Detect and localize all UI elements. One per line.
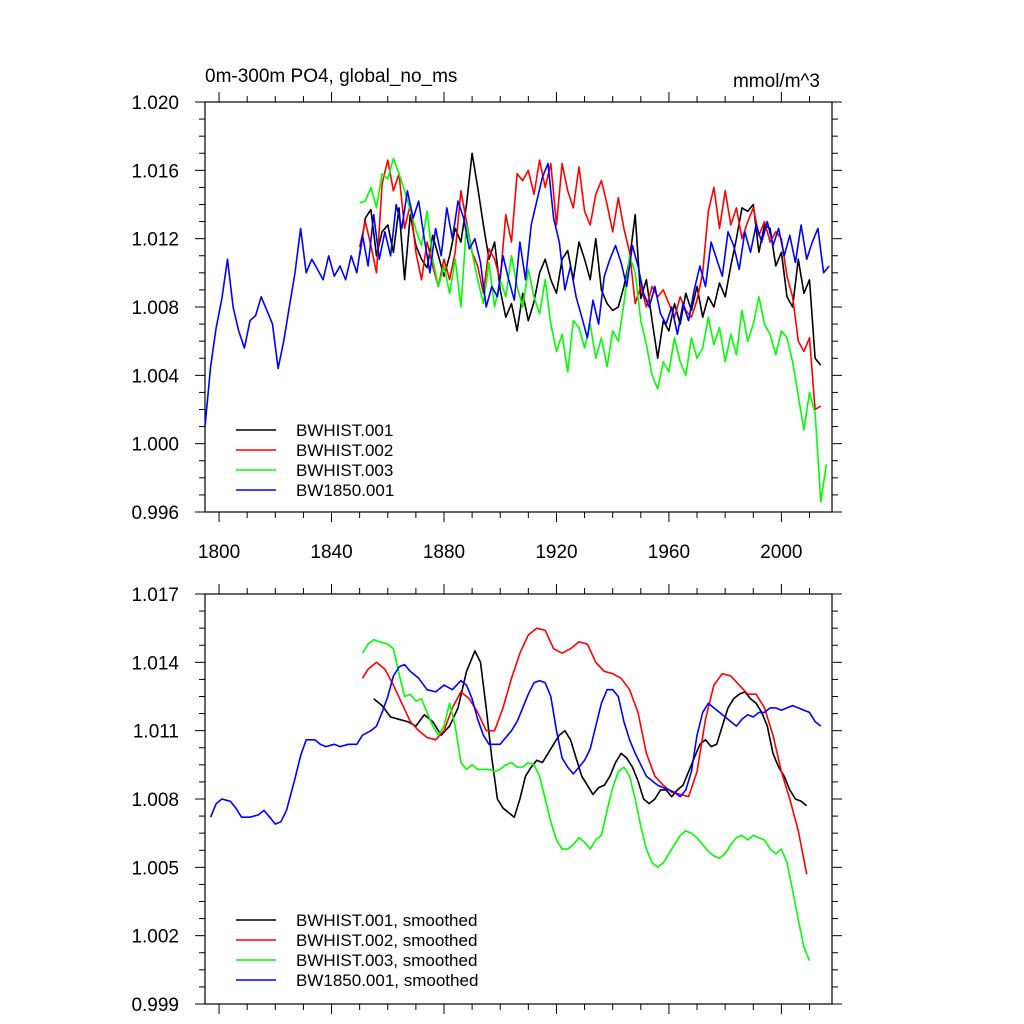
- top-series-lines: [204, 152, 830, 503]
- y-tick-label: 1.016: [131, 161, 179, 182]
- legend-label: BW1850.001, smoothed: [296, 971, 478, 990]
- top-axes: 1800 1840 1880 1920 1960 2000 0.996 1.000 1.004 1…: [131, 92, 842, 563]
- y-tick-label: 1.005: [131, 858, 179, 879]
- legend-label: BWHIST.003, smoothed: [296, 951, 477, 970]
- top-chart-units: mmol/m^3: [733, 71, 820, 92]
- x-tick-label: 1960: [648, 542, 690, 563]
- top-chart-title: 0m-300m PO4, global_no_ms: [205, 66, 457, 87]
- y-tick-label: 1.002: [131, 927, 179, 948]
- y-tick-label: 1.004: [131, 366, 179, 387]
- y-tick-label: 0.996: [131, 503, 179, 524]
- series-line: [209, 663, 822, 825]
- y-tick-label: 1.012: [131, 230, 179, 251]
- legend-label: BWHIST.001: [296, 421, 393, 440]
- bottom-series-lines: [209, 627, 822, 962]
- legend-label: BW1850.001: [296, 481, 394, 500]
- legend-label: BWHIST.001, smoothed: [296, 911, 477, 930]
- y-tick-label: 1.011: [133, 722, 179, 743]
- x-tick-label: 1880: [423, 542, 465, 563]
- bottom-axes: 0.999 1.002 1.005 1.008 1.011 1.014 1.017: [131, 584, 842, 1016]
- series-line: [361, 638, 811, 962]
- y-tick-label: 1.014: [131, 653, 179, 674]
- x-tick-label: 1920: [535, 542, 577, 563]
- y-tick-label: 1.008: [131, 298, 179, 319]
- y-tick-label: 1.020: [131, 93, 179, 114]
- y-tick-label: 1.000: [131, 435, 179, 456]
- legend-label: BWHIST.003: [296, 461, 393, 480]
- y-tick-label: 0.999: [131, 995, 179, 1016]
- series-line: [358, 159, 822, 411]
- series-line: [358, 152, 822, 366]
- x-tick-label: 1840: [310, 542, 352, 563]
- x-tick-label: 2000: [760, 542, 802, 563]
- y-tick-label: 1.008: [131, 790, 179, 811]
- series-line: [373, 650, 808, 818]
- series-line: [204, 162, 830, 427]
- series-line: [361, 627, 808, 875]
- series-line: [359, 157, 828, 503]
- y-tick-label: 1.017: [131, 585, 179, 606]
- bottom-chart-panel: 0.999 1.002 1.005 1.008 1.011 1.014 1.017 BWHI…: [131, 584, 842, 1016]
- top-chart-panel: 0m-300m PO4, global_no_ms mmol/m^3 1800 1…: [131, 66, 842, 563]
- legend-label: BWHIST.002, smoothed: [296, 931, 477, 950]
- legend-label: BWHIST.002: [296, 441, 393, 460]
- x-tick-label: 1800: [198, 542, 240, 563]
